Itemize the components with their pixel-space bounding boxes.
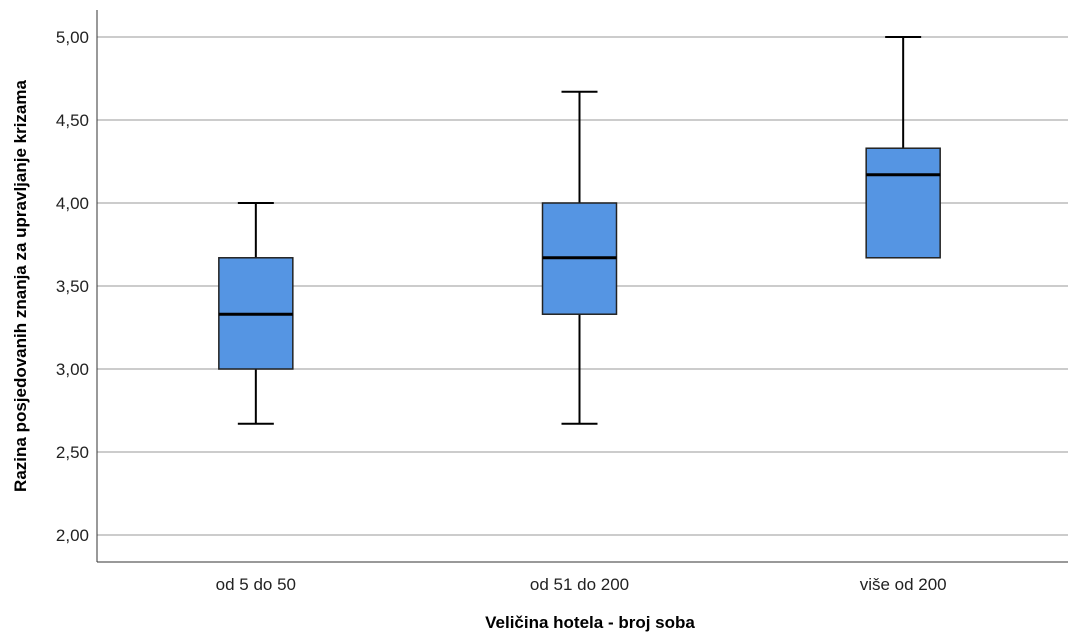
y-tick-label: 5,00: [56, 28, 89, 47]
boxes: [218, 36, 941, 425]
iqr-box: [865, 147, 941, 259]
y-axis-title: Razina posjedovanih znanja za upravljanj…: [11, 80, 30, 492]
x-axis-title: Veličina hotela - broj soba: [485, 613, 695, 632]
x-tick-labels: od 5 do 50 od 51 do 200 više od 200: [216, 575, 947, 594]
box-2: [541, 90, 618, 425]
y-tick-label: 4,50: [56, 111, 89, 130]
box-3: [865, 36, 941, 259]
y-tick-label: 2,50: [56, 443, 89, 462]
y-tick-labels: 2,00 2,50 3,00 3,50 4,00 4,50 5,00: [56, 28, 89, 545]
x-tick-label: od 51 do 200: [530, 575, 629, 594]
box-1: [218, 202, 294, 425]
x-tick-label: od 5 do 50: [216, 575, 296, 594]
y-tick-label: 3,00: [56, 360, 89, 379]
y-tick-label: 4,00: [56, 194, 89, 213]
x-tick-label: više od 200: [860, 575, 947, 594]
y-tick-label: 3,50: [56, 277, 89, 296]
y-tick-label: 2,00: [56, 526, 89, 545]
